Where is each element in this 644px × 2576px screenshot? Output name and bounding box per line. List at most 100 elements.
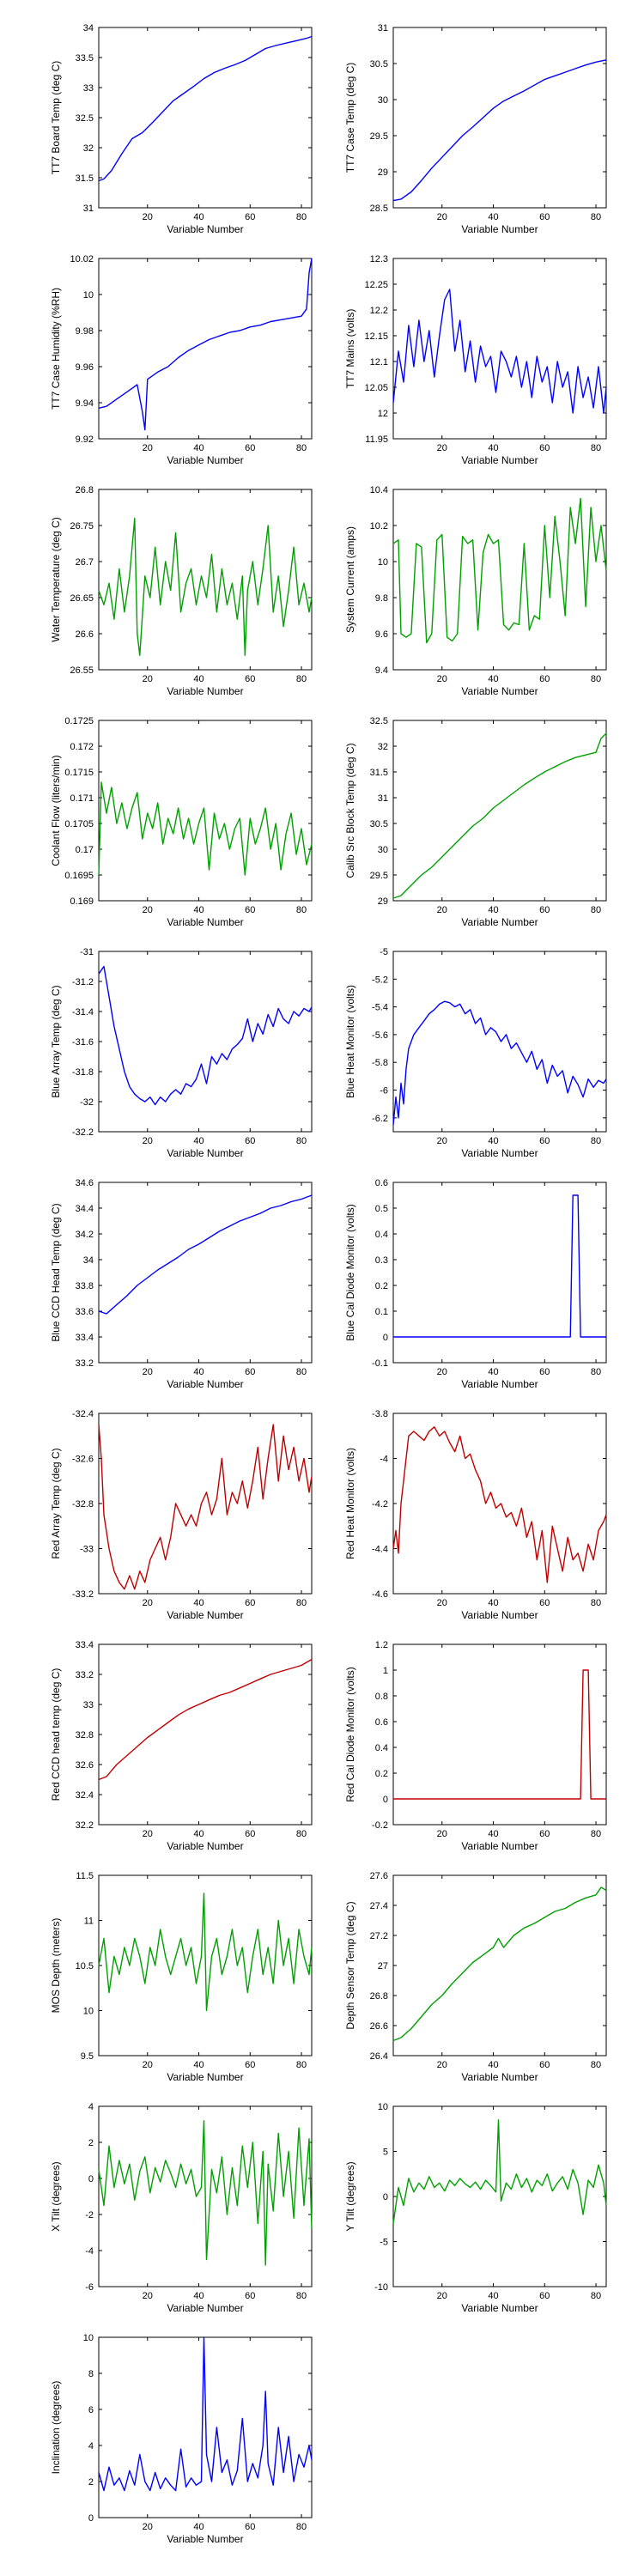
y-tick-label: 0.4 xyxy=(375,1230,388,1240)
x-tick-label: 20 xyxy=(143,1829,153,1839)
chart-panel-17: 20 40 60 80 26.4 26.6 26.8 27 27.2 27.4 27.6 Variab… xyxy=(344,1871,607,2083)
y-tick-label: 9.6 xyxy=(375,629,388,640)
y-axis-label: TT7 Board Temp (deg C) xyxy=(50,61,62,175)
y-tick-label: 30.5 xyxy=(370,819,388,829)
x-tick-label: 20 xyxy=(437,674,447,684)
y-tick-label: 33 xyxy=(83,1700,94,1710)
x-axis-label: Variable Number xyxy=(461,2302,538,2314)
chart-panel-10: 20 40 60 80 33.2 33.4 33.6 33.8 34 34.2 34.4 34.6 Va… xyxy=(50,1178,313,1390)
x-tick-label: 80 xyxy=(296,2522,307,2532)
chart-panel-15: 20 40 60 80 -0.2 0 0.2 0.4 0.6 0.8 1 1.2 Variable Nu… xyxy=(344,1640,607,1852)
y-tick-label: -31.8 xyxy=(72,1067,94,1078)
x-axis-label: Variable Number xyxy=(461,454,538,466)
y-tick-label: 30 xyxy=(378,95,388,106)
y-axis-label: Red Heat Monitor (volts) xyxy=(344,1448,356,1559)
plot-frame xyxy=(98,2336,313,2518)
x-tick-label: 60 xyxy=(539,443,550,453)
x-axis-label: Variable Number xyxy=(167,2071,243,2083)
y-tick-label: 2 xyxy=(88,2138,94,2148)
y-tick-label: -4 xyxy=(380,1455,388,1465)
y-tick-label: 9.5 xyxy=(81,2051,94,2062)
x-tick-label: 80 xyxy=(591,212,601,222)
series-line xyxy=(98,2120,313,2266)
y-tick-label: 10.4 xyxy=(370,485,388,495)
y-tick-label: 0.6 xyxy=(375,1178,388,1188)
x-axis-label: Variable Number xyxy=(461,223,538,235)
y-tick-label: 30.5 xyxy=(370,59,388,70)
y-tick-label: 28.5 xyxy=(370,204,388,214)
series-line xyxy=(392,2119,607,2224)
chart-panel-16: 20 40 60 80 9.5 10 10.5 11 11.5 Variable Number MO… xyxy=(50,1871,313,2083)
y-tick-label: 34.4 xyxy=(76,1204,94,1214)
x-tick-label: 20 xyxy=(437,2060,447,2070)
plot-frame xyxy=(392,1182,607,1364)
y-axis-label: Inclination (degrees) xyxy=(50,2381,62,2475)
y-tick-label: 10.02 xyxy=(70,254,94,264)
y-tick-label: -10 xyxy=(374,2282,388,2293)
y-tick-label: 33.4 xyxy=(76,1640,94,1650)
series-line xyxy=(98,517,313,656)
y-tick-label: 11 xyxy=(84,1917,94,1927)
series-line xyxy=(98,2336,313,2492)
y-tick-label: -5.2 xyxy=(372,975,388,985)
y-tick-label: -31.6 xyxy=(72,1037,94,1048)
y-tick-label: -2 xyxy=(85,2210,94,2221)
y-tick-label: 1.2 xyxy=(375,1640,388,1650)
y-tick-label: 9.98 xyxy=(76,326,94,337)
y-tick-label: 0.17 xyxy=(76,845,94,855)
y-tick-label: 26.8 xyxy=(370,1991,388,2002)
y-tick-label: 26.6 xyxy=(76,629,94,640)
x-tick-label: 60 xyxy=(245,1598,255,1608)
y-tick-label: 0.2 xyxy=(375,1769,388,1779)
x-tick-label: 40 xyxy=(488,905,498,915)
y-tick-label: 4 xyxy=(88,2441,94,2451)
series-line xyxy=(393,1669,606,1800)
x-tick-label: 80 xyxy=(591,443,601,453)
y-tick-label: 31 xyxy=(378,793,388,804)
x-axis-label: Variable Number xyxy=(167,2533,243,2545)
y-tick-label: 0.8 xyxy=(375,1692,388,1702)
x-tick-label: 80 xyxy=(296,1367,307,1377)
y-tick-label: 33.6 xyxy=(76,1307,94,1317)
y-tick-label: -0.2 xyxy=(372,1820,388,1831)
y-axis-label: Y Tilt (degrees) xyxy=(344,2161,356,2231)
y-tick-label: 12.25 xyxy=(364,280,388,290)
x-tick-label: 80 xyxy=(591,674,601,684)
y-tick-label: 31 xyxy=(83,204,94,214)
x-tick-label: 60 xyxy=(539,2291,550,2301)
x-tick-label: 20 xyxy=(143,443,153,453)
x-tick-label: 20 xyxy=(143,905,153,915)
x-axis-label: Variable Number xyxy=(461,685,538,697)
x-tick-label: 20 xyxy=(143,1367,153,1377)
y-tick-label: 8 xyxy=(88,2369,94,2379)
plot-frame xyxy=(98,27,313,209)
chart-panel-3: 20 40 60 80 11.95 12 12.05 12.1 12.15 12.2 12.25 12… xyxy=(344,254,607,466)
chart-panel-7: 20 40 60 80 29 29.5 30 30.5 31 31.5 32 32.5 Variable… xyxy=(344,716,607,928)
y-tick-label: 0.6 xyxy=(375,1717,388,1728)
y-tick-label: 0.5 xyxy=(375,1204,388,1214)
x-tick-label: 80 xyxy=(591,1367,601,1377)
y-tick-label: 31.5 xyxy=(76,173,94,184)
y-axis-label: TT7 Mains (volts) xyxy=(344,309,356,389)
y-tick-label: 33.2 xyxy=(76,1358,94,1369)
series-line xyxy=(392,289,607,414)
plot-frame xyxy=(392,258,607,440)
y-tick-label: 0.1725 xyxy=(64,716,94,726)
x-tick-label: 60 xyxy=(539,1598,550,1608)
series-line xyxy=(98,1194,313,1315)
x-tick-label: 60 xyxy=(245,443,255,453)
x-tick-label: 60 xyxy=(245,674,255,684)
y-tick-label: 10 xyxy=(83,2007,94,2017)
y-tick-label: 29.5 xyxy=(370,131,388,142)
y-tick-label: 0.1 xyxy=(375,1307,388,1317)
y-tick-label: 1 xyxy=(383,1666,388,1676)
y-tick-label: 10 xyxy=(378,2102,388,2112)
x-tick-label: 80 xyxy=(591,1829,601,1839)
chart-panel-0: 20 40 60 80 31 31.5 32 32.5 33 33.5 34 Variable Num… xyxy=(50,23,313,235)
x-axis-label: Variable Number xyxy=(461,916,538,928)
x-axis-label: Variable Number xyxy=(167,2302,243,2314)
y-axis-label: Blue Array Temp (deg C) xyxy=(50,985,62,1097)
x-axis-label: Variable Number xyxy=(167,223,243,235)
y-tick-label: -32.6 xyxy=(72,1455,94,1465)
